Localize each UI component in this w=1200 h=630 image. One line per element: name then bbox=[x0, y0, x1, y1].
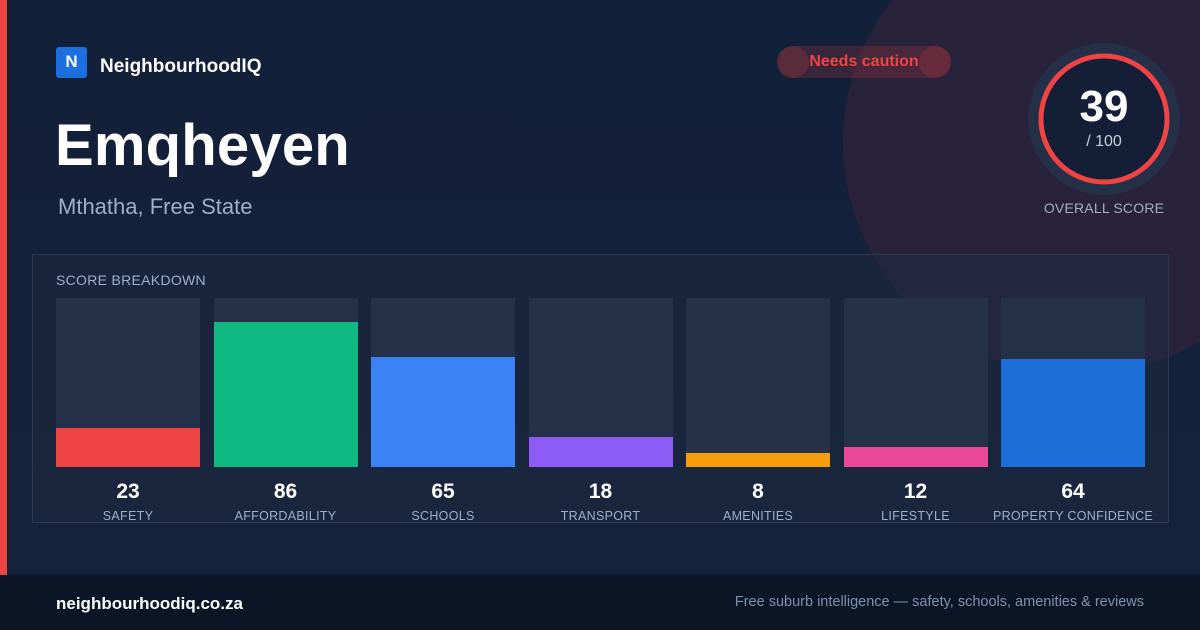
bar-track-affordability bbox=[213, 298, 358, 467]
bar-track-lifestyle bbox=[843, 298, 988, 467]
brand-logo-icon: N bbox=[56, 46, 87, 78]
overall-score-ring: 39 / 100 bbox=[1028, 43, 1180, 195]
overall-score-max: / 100 bbox=[1086, 133, 1122, 150]
brand: N NeighbourhoodIQ bbox=[56, 46, 261, 78]
bar-label-transport: TRANSPORT bbox=[560, 509, 641, 523]
bar-track-schools bbox=[371, 298, 515, 467]
score-breakdown-chart: 23 SAFETY 86 AFFORDABILITY 65 SCHOOLS 18 TRANSP… bbox=[33, 255, 1170, 524]
score-ring-stroke bbox=[1038, 53, 1170, 185]
bar-property-confidence bbox=[1001, 359, 1145, 467]
brand-name: NeighbourhoodIQ bbox=[100, 56, 262, 77]
bar-schools bbox=[371, 357, 515, 467]
bar-value-schools: 65 bbox=[431, 480, 455, 503]
bar-label-amenities: AMENITIES bbox=[722, 509, 794, 523]
bar-label-schools: SCHOOLS bbox=[411, 509, 475, 523]
overall-score-value: 39 bbox=[1079, 82, 1129, 131]
bar-track-property-confidence bbox=[1001, 298, 1145, 467]
bar-value-safety: 23 bbox=[116, 480, 140, 503]
bar-value-lifestyle: 12 bbox=[903, 480, 928, 503]
score-ring-graphic bbox=[1028, 43, 1180, 195]
score-breakdown-panel: SCORE BREAKDOWN 23 SAFETY 86 AFFORDABILITY 6… bbox=[32, 254, 1169, 523]
bar-value-property-confidence: 64 bbox=[1061, 480, 1085, 503]
bar-safety bbox=[56, 428, 200, 467]
bar-label-lifestyle: LIFESTYLE bbox=[881, 509, 950, 523]
suburb-location: Mthatha, Free State bbox=[58, 194, 253, 219]
bar-label-affordability: AFFORDABILITY bbox=[234, 509, 337, 523]
overall-score-caption: OVERALL SCORE bbox=[1043, 200, 1165, 216]
suburb-title: Emqheyen bbox=[55, 113, 350, 178]
footer-domain: neighbourhoodiq.co.za bbox=[56, 594, 243, 613]
accent-bar bbox=[0, 0, 7, 575]
bar-track-amenities bbox=[686, 298, 830, 467]
footer-tagline: Free suburb intelligence — safety, schoo… bbox=[734, 594, 1144, 610]
bar-lifestyle bbox=[843, 447, 988, 467]
bar-affordability bbox=[213, 322, 358, 467]
bar-transport bbox=[528, 437, 673, 467]
bar-value-amenities: 8 bbox=[752, 480, 764, 503]
status-badge: Needs caution bbox=[777, 46, 951, 78]
bar-track-transport bbox=[528, 298, 673, 467]
bar-amenities bbox=[686, 453, 830, 467]
status-badge-label: Needs caution bbox=[809, 53, 919, 70]
footer: neighbourhoodiq.co.za Free suburb intell… bbox=[0, 575, 1200, 630]
score-breakdown-title: SCORE BREAKDOWN bbox=[56, 272, 206, 288]
bar-label-safety: SAFETY bbox=[102, 509, 154, 523]
bar-track-safety bbox=[56, 298, 200, 467]
bar-value-transport: 18 bbox=[588, 480, 613, 503]
bar-value-affordability: 86 bbox=[273, 480, 298, 503]
bar-label-property-confidence: PROPERTY CONFIDENCE bbox=[992, 509, 1154, 523]
